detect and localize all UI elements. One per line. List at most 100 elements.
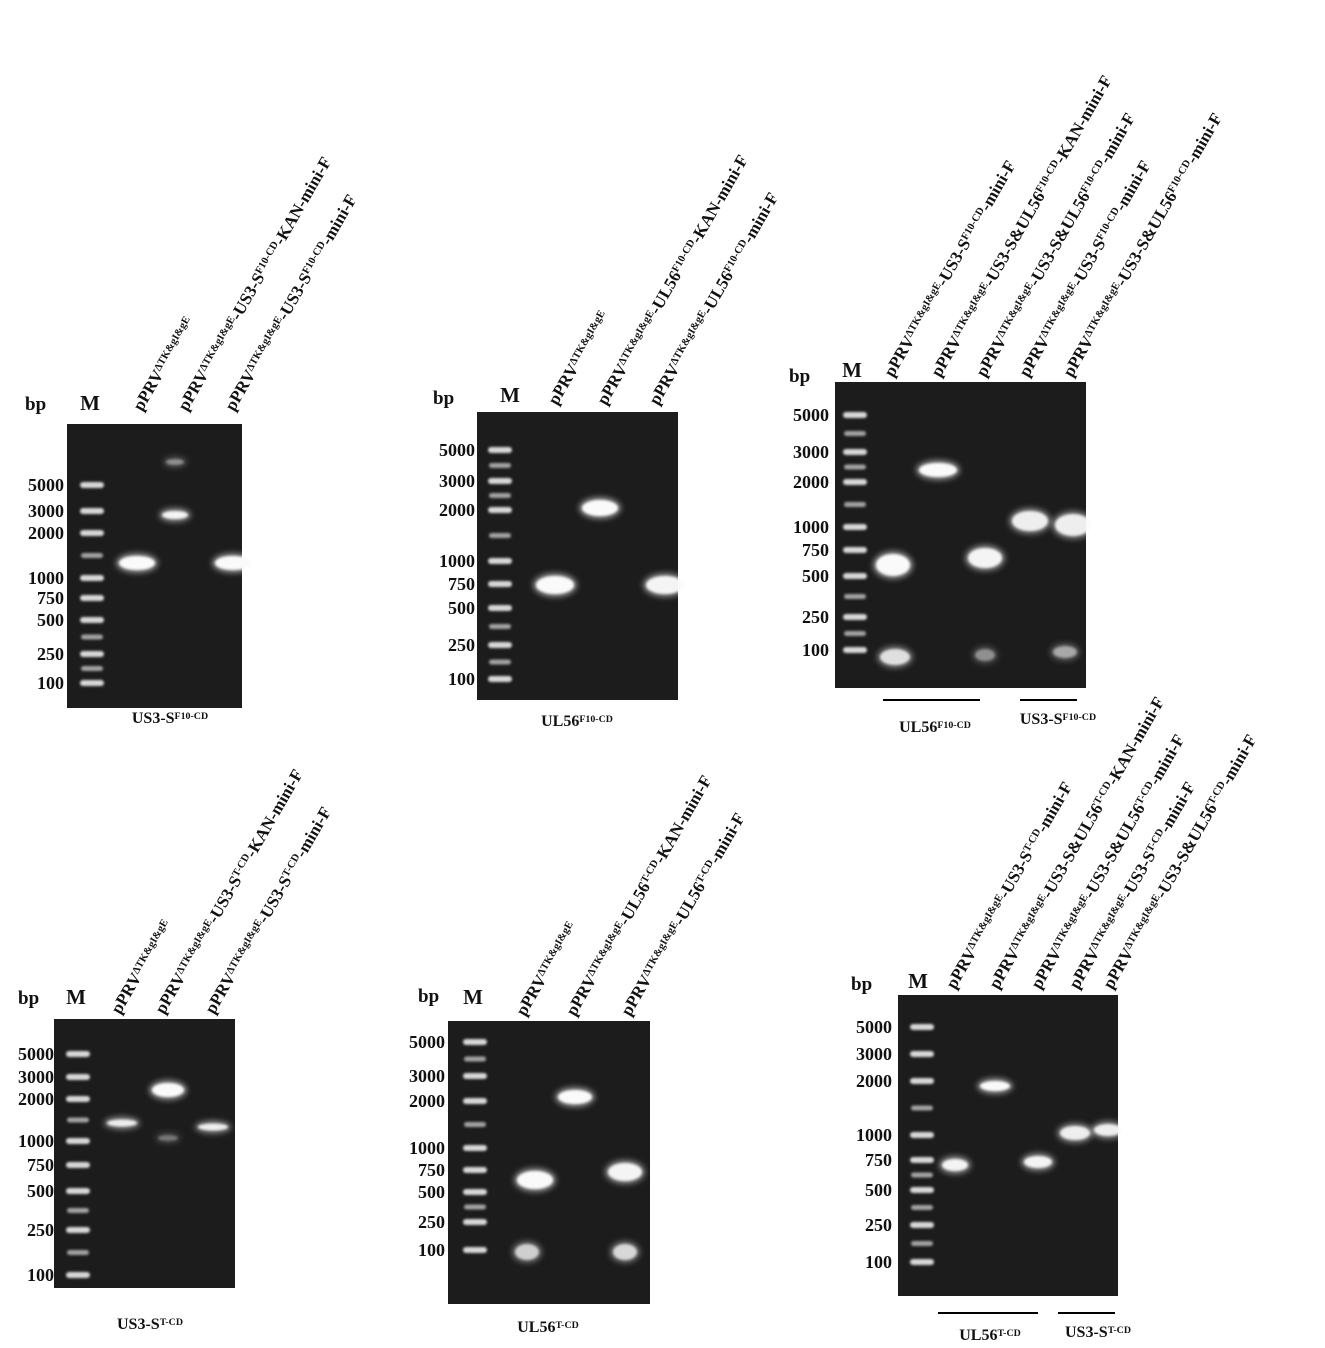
superscript: ΔTK&gI&gE bbox=[131, 918, 171, 976]
superscript: T-CD bbox=[160, 1317, 183, 1328]
dna-band bbox=[515, 1244, 539, 1260]
ladder-band bbox=[489, 659, 511, 665]
gel-shade bbox=[898, 995, 1118, 1296]
ladder-band bbox=[463, 1247, 487, 1253]
gel-caption: UL56T-CD bbox=[517, 1319, 579, 1336]
ladder-size-label: 3000 bbox=[18, 1067, 54, 1087]
text-part: -mini-F bbox=[705, 810, 749, 867]
text-part: -mini-F bbox=[1217, 731, 1261, 788]
ladder-band bbox=[80, 530, 104, 536]
ladder-size-label: 1000 bbox=[439, 551, 475, 571]
ladder-band bbox=[488, 676, 512, 682]
gel-caption: US3-SF10-CD bbox=[132, 710, 208, 727]
dna-band bbox=[975, 649, 995, 661]
ladder-band bbox=[80, 508, 104, 514]
text-part: -mini-F bbox=[1111, 157, 1155, 214]
ladder-band bbox=[488, 581, 512, 587]
ladder-size-label: 5000 bbox=[28, 475, 64, 495]
text-part: -mini-F bbox=[317, 191, 361, 248]
group-label: US3-ST-CD bbox=[1065, 1324, 1131, 1341]
text-part: UL56 bbox=[899, 719, 937, 736]
bp-label: bp bbox=[18, 988, 39, 1009]
dna-band bbox=[646, 576, 684, 594]
superscript: ΔTK&gI&gE bbox=[225, 918, 265, 976]
superscript: ΔTK&gI&gE bbox=[617, 309, 657, 367]
superscript: ΔTK&gI&gE bbox=[966, 893, 1006, 951]
ladder-band bbox=[464, 1204, 486, 1210]
dna-band bbox=[1053, 646, 1077, 658]
ladder-size-label: 1000 bbox=[28, 568, 64, 588]
superscript: F10-CD bbox=[579, 714, 613, 725]
ladder-band bbox=[464, 1056, 486, 1062]
ladder-band bbox=[843, 573, 867, 579]
ladder-band bbox=[80, 482, 104, 488]
ladder-size-label: 750 bbox=[418, 1160, 445, 1180]
gel bbox=[835, 382, 1086, 688]
ladder-band bbox=[911, 1172, 933, 1178]
dna-band bbox=[162, 511, 188, 519]
ladder-size-label: 3000 bbox=[28, 501, 64, 521]
superscript: T-CD bbox=[555, 1320, 578, 1331]
superscript: ΔTK&gI&gE bbox=[951, 281, 991, 339]
ladder-band bbox=[66, 1074, 90, 1080]
ladder-band bbox=[488, 558, 512, 564]
marker-label: M bbox=[908, 969, 928, 993]
text-part: UL56 bbox=[541, 713, 579, 730]
ladder-size-label: 100 bbox=[448, 669, 475, 689]
ladder-band bbox=[67, 1208, 89, 1213]
text-part: -KAN-mini-F bbox=[650, 772, 716, 867]
ladder-size-label: 250 bbox=[418, 1212, 445, 1232]
dna-band bbox=[980, 1081, 1010, 1091]
ladder-band bbox=[66, 1188, 90, 1194]
dna-band bbox=[558, 1090, 592, 1104]
ladder-size-label: 750 bbox=[865, 1150, 892, 1170]
ladder-band bbox=[843, 449, 867, 455]
superscript: ΔTK&gI&gE bbox=[175, 918, 215, 976]
ladder-band bbox=[843, 614, 867, 620]
ladder-band bbox=[844, 502, 866, 507]
ladder-band bbox=[910, 1187, 934, 1193]
superscript: ΔTK&gI&gE bbox=[1083, 281, 1123, 339]
superscript: ΔTK&gI&gE bbox=[536, 920, 576, 978]
ladder-size-label: 5000 bbox=[409, 1032, 445, 1052]
ladder-size-label: 500 bbox=[27, 1181, 54, 1201]
ladder-size-label: 500 bbox=[802, 566, 829, 586]
ladder-band bbox=[911, 1105, 933, 1111]
text-part: -mini-F bbox=[1032, 779, 1076, 836]
ladder-size-label: 500 bbox=[865, 1180, 892, 1200]
ladder-size-label: 250 bbox=[865, 1215, 892, 1235]
ladder-band bbox=[844, 464, 866, 470]
superscript: ΔTK&gI&gE bbox=[245, 315, 285, 373]
text-part: -mini-F bbox=[1182, 110, 1226, 167]
ladder-band bbox=[80, 595, 104, 601]
ladder-band bbox=[81, 634, 103, 640]
ladder-size-label: 2000 bbox=[18, 1089, 54, 1109]
ladder-band bbox=[66, 1096, 90, 1102]
text-part: -mini-F bbox=[291, 804, 335, 861]
superscript: F10-CD bbox=[722, 237, 750, 274]
text-part: US3-S bbox=[1020, 711, 1063, 728]
ladder-band bbox=[489, 493, 511, 498]
ladder-band bbox=[488, 507, 512, 513]
ladder-band bbox=[844, 431, 866, 436]
superscript: ΔTK&gI&gE bbox=[1051, 893, 1091, 951]
dna-band bbox=[876, 554, 910, 576]
ladder-size-label: 250 bbox=[37, 644, 64, 664]
marker-label: M bbox=[463, 985, 483, 1009]
ladder-band bbox=[80, 617, 104, 623]
superscript: ΔTK&gI&gE bbox=[669, 309, 709, 367]
ladder-size-label: 1000 bbox=[18, 1131, 54, 1151]
text-part: -UL56 bbox=[645, 268, 685, 318]
ladder-size-label: 2000 bbox=[439, 500, 475, 520]
dna-band bbox=[152, 1083, 184, 1097]
dna-band bbox=[517, 1171, 553, 1189]
text-part: US3-S bbox=[1065, 1324, 1108, 1341]
ladder-band bbox=[81, 666, 103, 671]
dna-band bbox=[968, 548, 1002, 568]
group-label: US3-SF10-CD bbox=[1020, 711, 1096, 728]
text-part: -UL56 bbox=[669, 879, 709, 929]
dna-band bbox=[1012, 511, 1048, 531]
dna-band bbox=[166, 459, 184, 465]
ladder-band bbox=[463, 1039, 487, 1045]
ladder-band bbox=[463, 1167, 487, 1173]
